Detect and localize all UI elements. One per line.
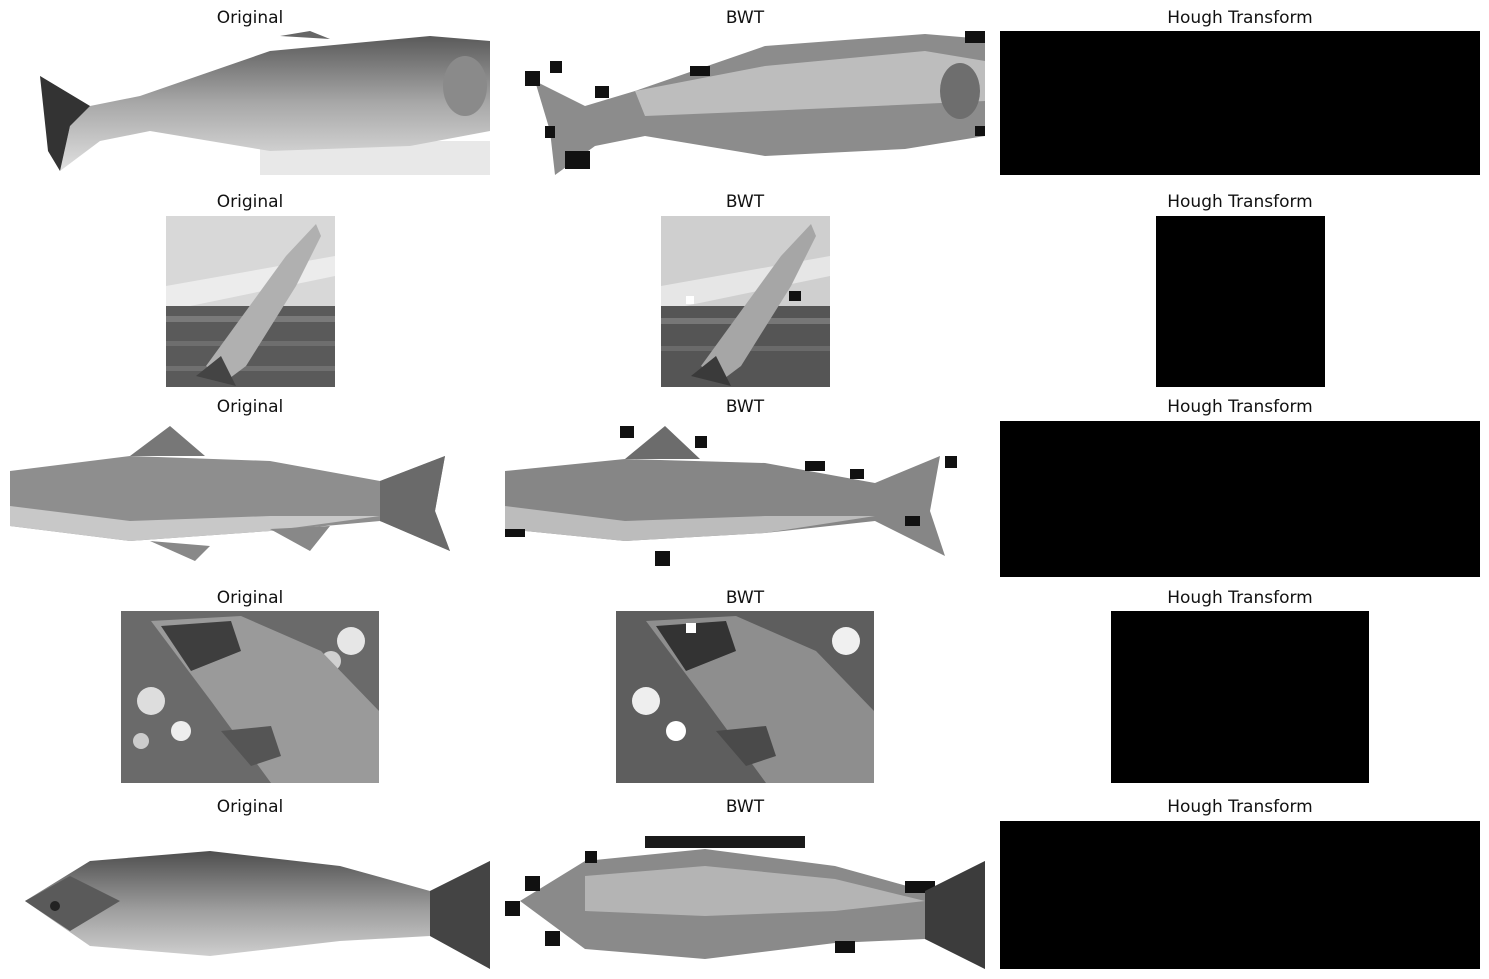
row1-hough-title: Hough Transform [1167,8,1313,28]
row5-bwt-title: BWT [725,797,765,817]
row5-hough-image [1000,821,1480,969]
row5-original-title: Original [216,797,284,817]
row1-original-title: Original [216,8,284,28]
row2-hough-title: Hough Transform [1167,192,1313,212]
row3-bwt-image [505,421,985,577]
row2-bwt-image [661,216,830,387]
row3-original-image [10,421,490,577]
row4-bwt-title: BWT [725,588,765,608]
row5-original-image [10,821,490,969]
row1-bwt-image [505,31,985,175]
row1-hough-image [1000,31,1480,175]
row4-original-title: Original [216,588,284,608]
row4-hough-title: Hough Transform [1167,588,1313,608]
row5-hough-title: Hough Transform [1167,797,1313,817]
row2-original-title: Original [216,192,284,212]
row3-bwt-title: BWT [725,397,765,417]
row3-hough-image [1000,421,1480,577]
row4-bwt-image [616,611,874,783]
row4-hough-image [1111,611,1369,783]
row2-bwt-title: BWT [725,192,765,212]
row3-original-title: Original [216,397,284,417]
row3-hough-title: Hough Transform [1167,397,1313,417]
row2-original-image [166,216,335,387]
row2-hough-image [1156,216,1325,387]
row5-bwt-image [505,821,985,969]
row4-original-image [121,611,379,783]
row1-original-image [10,31,490,175]
row1-bwt-title: BWT [725,8,765,28]
